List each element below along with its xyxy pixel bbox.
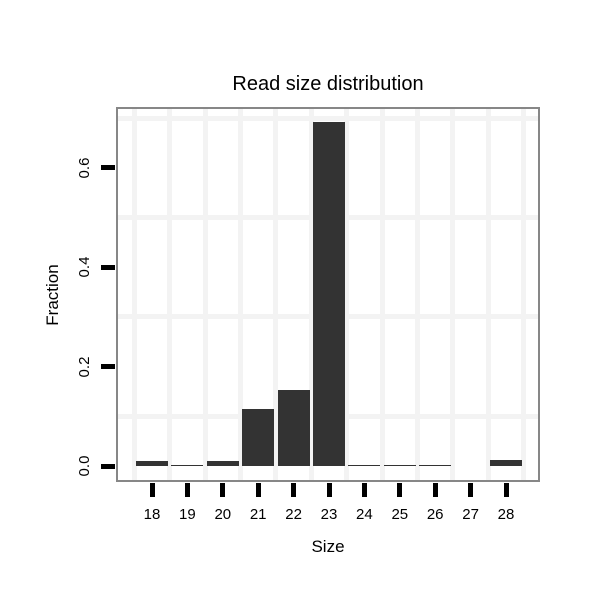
x-tick-22 [291,483,297,497]
bar-size-19 [171,464,204,466]
x-tick-label-23: 23 [320,506,338,523]
y-tick-label-0.0: 0.0 [76,455,93,477]
bar-size-20 [206,461,239,466]
v-gridline [167,108,173,481]
x-tick-label-19: 19 [179,506,196,523]
x-axis-title: Size [311,537,345,556]
bar-size-24 [348,464,381,466]
x-tick-24 [361,483,367,497]
bar-size-26 [419,464,452,466]
v-gridline [450,108,456,481]
x-tick-21 [255,483,261,497]
x-tick-25 [397,483,403,497]
v-gridline [202,108,208,481]
v-gridline [131,108,137,481]
plot-panel [117,108,539,481]
v-gridline [344,108,350,481]
v-gridline [521,108,527,481]
bar-size-18 [136,461,168,466]
y-tick-label-0.4: 0.4 [76,256,93,278]
x-tick-28 [503,483,509,497]
v-gridline [415,108,420,481]
y-axis-title: Fraction [43,264,62,326]
x-tick-label-25: 25 [391,506,409,523]
y-tick-0.6 [101,165,115,171]
x-tick-27 [468,483,474,497]
x-tick-18 [149,483,155,497]
x-tick-label-18: 18 [143,506,161,523]
x-tick-19 [184,483,190,497]
h-gridline [117,115,539,121]
y-tick-0.0 [101,463,115,469]
x-tick-label-28: 28 [497,506,515,523]
v-gridline [238,108,243,481]
v-gridline [379,108,385,481]
x-tick-26 [432,483,438,497]
x-tick-label-21: 21 [249,506,267,523]
bar-size-22 [277,389,310,466]
v-gridline [308,108,314,481]
x-tick-label-26: 26 [426,506,444,523]
x-tick-23 [326,483,332,497]
x-tick-label-22: 22 [285,506,302,523]
y-tick-label-0.6: 0.6 [76,157,93,179]
x-tick-20 [220,483,226,497]
x-tick-label-24: 24 [356,506,373,523]
y-tick-0.2 [101,364,115,370]
bar-size-28 [490,460,522,466]
v-gridline [485,108,491,481]
v-gridline [273,108,279,481]
y-tick-0.4 [101,264,115,270]
bar-size-21 [242,409,275,466]
bar-size-25 [383,464,416,466]
y-tick-label-0.2: 0.2 [76,356,93,378]
x-tick-label-27: 27 [462,506,479,523]
x-tick-label-20: 20 [214,506,232,523]
bar-size-23 [313,122,345,466]
chart-title: Read size distribution [232,73,424,95]
